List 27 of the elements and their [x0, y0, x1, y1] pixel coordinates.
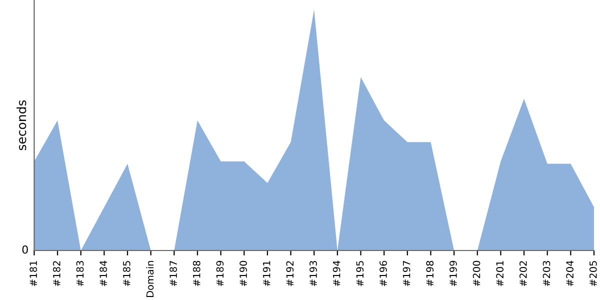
x-tick-label: #199 — [450, 260, 457, 286]
x-tick-label: #182 — [52, 261, 60, 286]
x-tick-label: #205 — [589, 261, 597, 286]
x-tick-label: #198 — [426, 260, 434, 286]
x-tick-label: #195 — [356, 261, 364, 286]
x-tick-label: #193 — [310, 261, 317, 286]
x-tick-label: Domain — [146, 261, 154, 297]
x-tick-label: #187 — [170, 261, 177, 286]
y-axis-title: seconds — [16, 100, 26, 150]
x-tick-label: #203 — [542, 261, 550, 286]
x-tick-label: #190 — [240, 260, 247, 286]
x-tick-label: #194 — [332, 260, 340, 286]
x-tick-label: #192 — [286, 261, 294, 286]
x-tick-label: #189 — [216, 260, 224, 286]
x-tick-label: #201 — [496, 261, 504, 286]
x-tick-label: #202 — [519, 261, 527, 286]
x-tick-label: #183 — [76, 261, 84, 286]
x-tick-label: #188 — [192, 260, 200, 286]
x-tick-label: #204 — [566, 260, 574, 286]
text: 0 — [22, 245, 28, 254]
x-tick-label: #200 — [472, 260, 480, 286]
x-tick-label: #197 — [402, 261, 410, 286]
x-tick-label: #185 — [122, 261, 130, 286]
x-tick-label: #191 — [262, 261, 270, 286]
x-tick-label: #184 — [100, 260, 107, 286]
x-tick-label: #196 — [380, 260, 387, 286]
x-tick-label: #181 — [30, 261, 38, 286]
